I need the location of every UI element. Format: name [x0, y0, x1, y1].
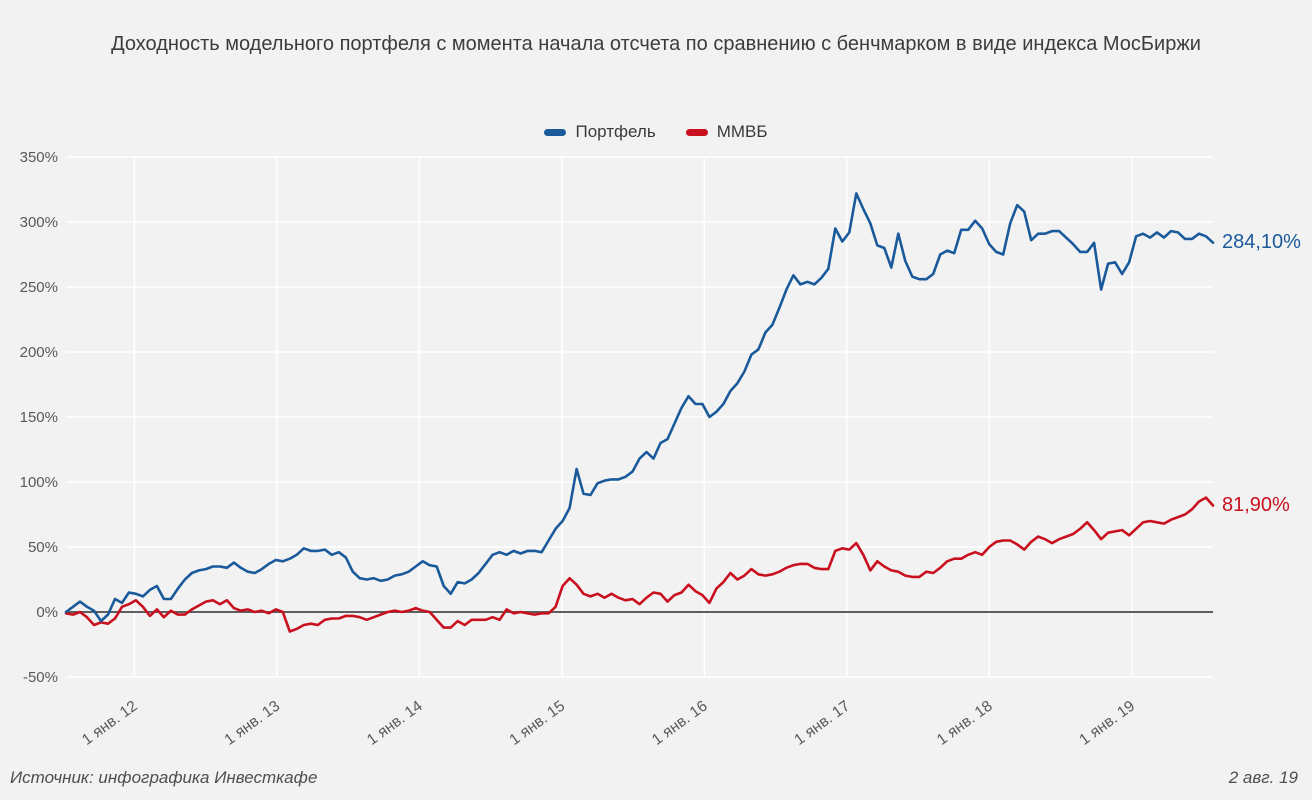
- source-credit: Источник: инфографика Инвесткафе: [10, 768, 318, 787]
- x-axis-tick-label: 1 янв. 18: [934, 697, 996, 748]
- legend-item-portfolio: Портфель: [544, 122, 656, 142]
- x-axis-tick-label: 1 янв. 17: [791, 697, 853, 748]
- y-axis-tick-label: 300%: [20, 214, 58, 231]
- legend: Портфель ММВБ: [0, 122, 1312, 142]
- y-axis-tick-label: 200%: [20, 344, 58, 361]
- y-axis-tick-label: 0%: [36, 604, 58, 621]
- legend-item-benchmark: ММВБ: [685, 122, 768, 142]
- x-axis-tick-label: 1 янв. 14: [364, 697, 426, 749]
- benchmark-series-swatch: [685, 128, 708, 136]
- y-axis-tick-label: -50%: [23, 669, 58, 686]
- chart-title: Доходность модельного портфеля с момента…: [111, 33, 1201, 55]
- portfolio-series-swatch: [544, 128, 567, 136]
- portfolio-final-value-label: 284,10%: [1222, 230, 1301, 253]
- x-axis-tick-label: 1 янв. 19: [1076, 697, 1138, 748]
- y-axis-tick-label: 150%: [20, 409, 58, 426]
- benchmark-series-line: [64, 496, 1215, 633]
- x-axis-tick-label: 1 янв. 15: [506, 697, 568, 748]
- benchmark-series-label: ММВБ: [716, 122, 768, 141]
- portfolio-series-label: Портфель: [575, 122, 656, 141]
- x-axis-tick-label: 1 янв. 16: [649, 697, 711, 748]
- y-axis-tick-label: 50%: [28, 539, 58, 556]
- x-axis-tick-label: 1 янв. 12: [79, 697, 141, 748]
- benchmark-final-value-label: 81,90%: [1222, 493, 1290, 516]
- y-axis-tick-label: 100%: [20, 474, 58, 491]
- y-axis-tick-label: 350%: [20, 149, 58, 166]
- y-axis-tick-label: 250%: [20, 279, 58, 296]
- portfolio-series-line: [64, 192, 1215, 623]
- x-axis-tick-label: 1 янв. 13: [221, 697, 283, 748]
- chart-date: 2 авг. 19: [1228, 768, 1298, 787]
